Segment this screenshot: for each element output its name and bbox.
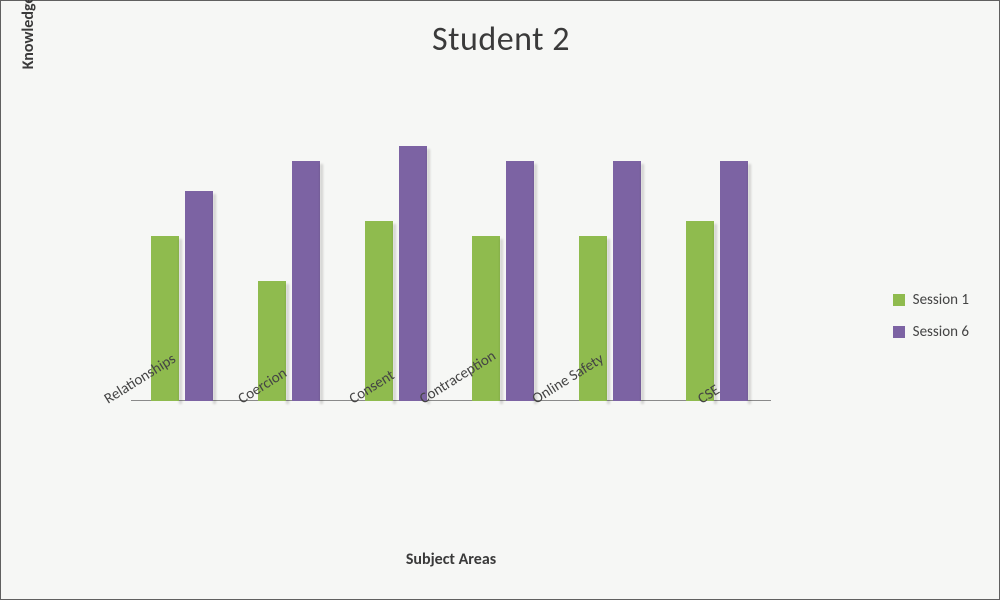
bar-group: Online Safety [579,161,641,401]
bar-session-6 [720,161,748,401]
bar-group: Contraception [472,161,534,401]
bar-session-6 [399,146,427,401]
plot-area: Relationships Coercion Consent Contraceptio… [131,101,771,401]
bar-session-6 [613,161,641,401]
bar-session-6 [292,161,320,401]
chart-frame: Student 2 Knowledge 1-10 Relationships Co… [0,0,1000,600]
legend-swatch-icon [893,294,905,306]
x-axis-label: Subject Areas [131,550,771,569]
bar-session-6 [185,191,213,401]
y-axis-label: Knowledge 1-10 [19,0,39,141]
bar-session-6 [506,161,534,401]
legend-label: Session 6 [913,323,969,341]
bar-group: Consent [365,146,427,401]
legend-swatch-icon [893,326,905,338]
x-axis-line [131,400,771,401]
bar-session-1 [686,221,714,401]
legend-item-session-6: Session 6 [893,323,969,341]
legend: Session 1 Session 6 [893,291,969,355]
chart-title: Student 2 [1,19,1000,60]
legend-label: Session 1 [913,291,969,309]
legend-item-session-1: Session 1 [893,291,969,309]
bar-group: Relationships [151,191,213,401]
bar-group: Coercion [258,161,320,401]
bar-group: CSE [686,161,748,401]
